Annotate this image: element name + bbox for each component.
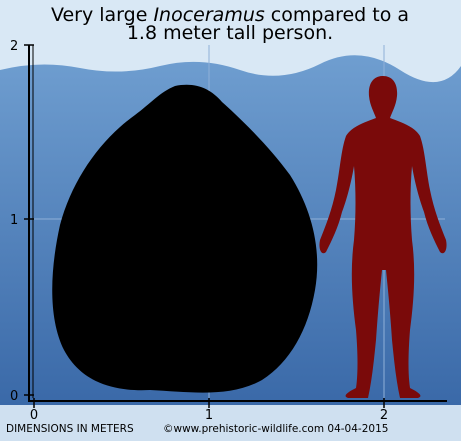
person-silhouette (319, 76, 447, 398)
title-line-1: Very large Inoceramus compared to a (51, 4, 409, 26)
x-tick-label: 2 (380, 408, 388, 423)
y-tick-label: 1 (10, 213, 18, 228)
units-note: DIMENSIONS IN METERS (6, 423, 134, 435)
ground-band (0, 405, 461, 441)
inoceramus-silhouette (52, 84, 318, 393)
credit: ©www.prehistoric-wildlife.com 04-04-2015 (163, 423, 388, 435)
y-tick-label: 0 (10, 389, 18, 404)
title-italic: Inoceramus (153, 4, 264, 26)
y-tick-label: 2 (10, 39, 18, 54)
title-line-2: 1.8 meter tall person. (127, 22, 333, 44)
axes (24, 44, 447, 408)
x-tick-label: 0 (30, 408, 38, 423)
title-text: Very large (51, 4, 154, 26)
title-text: compared to a (265, 4, 409, 26)
x-tick-label: 1 (205, 408, 213, 423)
